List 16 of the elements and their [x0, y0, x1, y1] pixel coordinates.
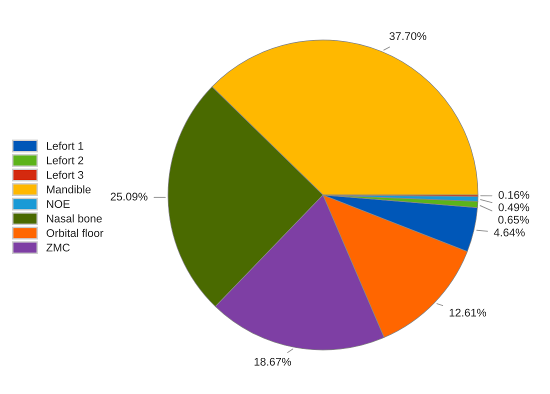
data-label: 18.67%: [254, 358, 292, 366]
legend-label: Lefort 1: [46, 142, 84, 150]
data-label: 0.16%: [498, 190, 530, 199]
legend-label: ZMC: [46, 244, 70, 252]
data-label: 25.09%: [110, 192, 148, 201]
legend-label: Lefort 2: [46, 156, 84, 164]
data-label: 37.70%: [389, 32, 426, 40]
data-label: 0.49%: [498, 203, 530, 212]
legend-label: Orbital floor: [46, 228, 104, 237]
legend-label: Lefort 3: [46, 170, 84, 179]
data-label: 4.64%: [494, 228, 525, 236]
legend-label: Nasal bone: [46, 214, 102, 222]
legend-label: NOE: [46, 200, 70, 208]
data-label: 12.61%: [450, 308, 486, 317]
data-label: 0.65%: [498, 216, 529, 224]
legend-label: Mandible: [46, 185, 91, 194]
